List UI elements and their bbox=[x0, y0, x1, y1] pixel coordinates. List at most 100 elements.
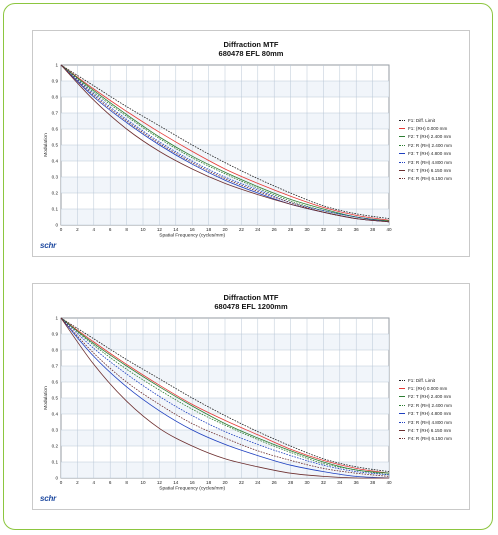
series-line-2 bbox=[60, 64, 390, 222]
x-tick-label: 24 bbox=[255, 227, 261, 232]
y-tick-label: 0.4 bbox=[52, 159, 59, 164]
x-tick-label: 2 bbox=[76, 227, 79, 232]
x-tick-label: 38 bbox=[370, 227, 376, 232]
legend-label: F4: R (RH) 6.150 mm bbox=[408, 436, 452, 442]
y-tick-label: 0.4 bbox=[52, 412, 59, 417]
legend-swatch bbox=[399, 153, 405, 155]
legend-swatch bbox=[399, 170, 405, 172]
series-line-0 bbox=[60, 64, 390, 219]
mtf-plot-1200mm: 0 2 4 6 8 10 12 14 16 18 20 22 24 26 28 30 32 34 36 38 4000.… bbox=[43, 316, 392, 492]
legend-label: F4: T (RH) 6.150 mm bbox=[408, 168, 452, 174]
legend-swatch bbox=[399, 178, 405, 180]
y-tick-label: 0.8 bbox=[52, 348, 59, 353]
x-tick-label: 22 bbox=[239, 480, 245, 485]
x-tick-label: 4 bbox=[93, 227, 96, 232]
x-tick-label: 40 bbox=[386, 227, 392, 232]
series-line-3 bbox=[60, 64, 390, 223]
x-tick-label: 28 bbox=[288, 227, 294, 232]
chart-subtitle: 680478 EFL 80mm bbox=[218, 49, 284, 58]
x-tick-label: 34 bbox=[337, 480, 343, 485]
legend-swatch bbox=[399, 430, 405, 432]
x-tick-label: 28 bbox=[288, 480, 294, 485]
x-tick-label: 24 bbox=[255, 480, 261, 485]
legend-swatch bbox=[399, 388, 405, 390]
x-tick-label: 36 bbox=[354, 227, 360, 232]
x-tick-label: 40 bbox=[386, 480, 392, 485]
mtf-plot-80mm: 0 2 4 6 8 10 12 14 16 18 20 22 24 26 28 30 32 34 36 38 4000.… bbox=[43, 63, 392, 239]
legend-swatch bbox=[399, 136, 405, 138]
series-line-0 bbox=[60, 317, 390, 472]
x-tick-label: 26 bbox=[272, 480, 278, 485]
x-tick-label: 16 bbox=[190, 227, 196, 232]
x-tick-label: 38 bbox=[370, 480, 376, 485]
x-tick-label: 10 bbox=[140, 480, 146, 485]
brand-logo: schr bbox=[40, 494, 57, 503]
chart-subtitle: 680478 EFL 1200mm bbox=[214, 302, 288, 311]
y-tick-label: 0 bbox=[55, 476, 58, 481]
series-line-1 bbox=[60, 64, 390, 221]
legend-swatch bbox=[399, 379, 405, 381]
x-tick-label: 30 bbox=[304, 480, 310, 485]
series-line-7 bbox=[60, 317, 390, 477]
y-axis-label: Modulation bbox=[43, 386, 49, 410]
x-tick-label: 34 bbox=[337, 227, 343, 232]
series-line-2 bbox=[60, 317, 390, 474]
legend-item: F1: (RH) 0.000 mm bbox=[399, 384, 452, 392]
x-tick-label: 14 bbox=[173, 227, 179, 232]
series-line-5 bbox=[60, 64, 390, 223]
y-tick-label: 0.7 bbox=[52, 111, 59, 116]
y-tick-label: 0.3 bbox=[52, 175, 59, 180]
y-tick-label: 0.6 bbox=[52, 127, 59, 132]
legend-label: F1: (RH) 0.000 mm bbox=[408, 126, 448, 132]
legend-swatch bbox=[399, 128, 405, 130]
legend-item: F2: R (RH) 2.400 mm bbox=[399, 401, 452, 409]
legend-swatch bbox=[399, 161, 405, 163]
legend-item: F4: T (RH) 6.150 mm bbox=[399, 166, 452, 174]
legend-item: F1: Diff. Limit bbox=[399, 116, 452, 124]
x-tick-label: 30 bbox=[304, 227, 310, 232]
y-tick-label: 0.5 bbox=[52, 143, 59, 148]
legend-label: F3: R (RH) 4.800 mm bbox=[408, 419, 452, 425]
x-tick-label: 0 bbox=[60, 480, 63, 485]
chart-legend: F1: Diff. Limit F1: (RH) 0.000 mm F2: T (R… bbox=[399, 116, 452, 183]
y-tick-label: 1 bbox=[55, 63, 58, 68]
x-tick-label: 0 bbox=[60, 227, 63, 232]
x-tick-label: 32 bbox=[321, 227, 327, 232]
legend-item: F4: R (RH) 6.150 mm bbox=[399, 435, 452, 443]
y-axis-label: Modulation bbox=[43, 133, 49, 157]
y-tick-label: 0.9 bbox=[52, 79, 59, 84]
legend-label: F1: Diff. Limit bbox=[408, 117, 435, 123]
x-tick-label: 18 bbox=[206, 227, 212, 232]
legend-label: F2: T (RH) 2.400 mm bbox=[408, 134, 452, 140]
series-line-4 bbox=[60, 317, 390, 479]
x-tick-label: 10 bbox=[140, 227, 146, 232]
legend-label: F2: R (RH) 2.400 mm bbox=[408, 402, 452, 408]
legend-label: F4: T (RH) 6.150 mm bbox=[408, 428, 452, 434]
x-tick-label: 6 bbox=[109, 227, 112, 232]
legend-label: F2: T (RH) 2.400 mm bbox=[408, 394, 452, 400]
y-tick-label: 0.8 bbox=[52, 95, 59, 100]
y-tick-label: 0.5 bbox=[52, 396, 59, 401]
y-tick-label: 0.9 bbox=[52, 332, 59, 337]
y-tick-label: 0.7 bbox=[52, 364, 59, 369]
x-tick-label: 4 bbox=[93, 480, 96, 485]
legend-label: F4: R (RH) 6.150 mm bbox=[408, 176, 452, 182]
chart-legend: F1: Diff. Limit F1: (RH) 0.000 mm F2: T (R… bbox=[399, 376, 452, 443]
x-tick-label: 22 bbox=[239, 227, 245, 232]
legend-label: F1: (RH) 0.000 mm bbox=[408, 386, 448, 392]
legend-label: F3: T (RH) 4.800 mm bbox=[408, 151, 452, 157]
legend-swatch bbox=[399, 438, 405, 440]
series-line-7 bbox=[60, 64, 390, 223]
legend-label: F3: R (RH) 4.800 mm bbox=[408, 159, 452, 165]
legend-swatch bbox=[399, 421, 405, 423]
x-tick-label: 8 bbox=[125, 480, 128, 485]
legend-swatch bbox=[399, 119, 405, 121]
legend-label: F3: T (RH) 4.800 mm bbox=[408, 411, 452, 417]
x-tick-label: 2 bbox=[76, 480, 79, 485]
chart-title: Diffraction MTF bbox=[223, 293, 279, 302]
legend-item: F3: T (RH) 4.800 mm bbox=[399, 410, 452, 418]
legend-item: F1: Diff. Limit bbox=[399, 376, 452, 384]
chart-title: Diffraction MTF bbox=[223, 40, 279, 49]
y-tick-label: 0.3 bbox=[52, 428, 59, 433]
